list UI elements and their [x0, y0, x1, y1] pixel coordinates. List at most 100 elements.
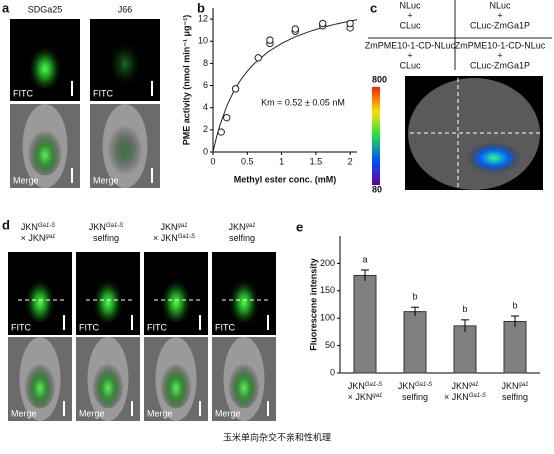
row-label: FITC [215, 322, 235, 332]
y-tick-label: 10 [198, 36, 208, 46]
x-tick-label: 0.5 [241, 156, 254, 166]
row-label: + [407, 50, 412, 60]
column-header: × JKNga1 [21, 233, 56, 243]
column-header: JKNga1 [160, 222, 187, 232]
superscript: ga1 [519, 382, 529, 388]
row-label: + [497, 50, 502, 60]
data-point [266, 36, 274, 44]
x-tick-label: 2 [348, 156, 353, 166]
label-part: JKN [348, 381, 365, 391]
x-tick-label: × JKNGa1-S [444, 392, 486, 402]
x-tick-label: JKNGa1-S [348, 381, 382, 391]
label-part: JKN [228, 222, 245, 232]
column-label: CLuc [399, 20, 421, 30]
y-axis-label: Fluorescene intensity [308, 258, 318, 351]
label-part: JKN [21, 222, 38, 232]
row-label: FITC [93, 88, 113, 98]
fluorescence [160, 358, 192, 409]
label-part: selfing [93, 233, 119, 243]
label-part: selfing [229, 233, 255, 243]
significance-label: a [362, 254, 367, 264]
label-part: JKN [89, 222, 106, 232]
column-label: SDGa25 [28, 4, 63, 14]
label-part: selfing [502, 392, 528, 402]
row-label: FITC [79, 322, 99, 332]
row-label: Merge [13, 175, 39, 185]
row-label: CLuc-ZmGa1P [470, 60, 530, 70]
row-label: FITC [11, 322, 31, 332]
panel-label: c [370, 0, 377, 15]
superscript: Ga1-S [415, 382, 432, 388]
y-tick-label: 8 [203, 58, 208, 68]
y-axis-label: PME activity (nmol min⁻¹ μg⁻¹) [181, 15, 191, 146]
significance-label: b [462, 304, 467, 314]
superscript: Ga1-S [106, 223, 123, 229]
data-point [319, 19, 327, 28]
data-point [254, 54, 262, 62]
column-label: + [497, 10, 502, 20]
column-header: selfing [229, 233, 255, 243]
panel-label: b [197, 0, 205, 15]
fluorescence [228, 358, 260, 409]
y-tick-label: 200 [320, 258, 335, 268]
label-part: JKN [501, 381, 518, 391]
superscript: ga1 [469, 382, 479, 388]
data-point [223, 113, 231, 122]
label-part: JKN [160, 222, 177, 232]
y-tick-label: 0 [330, 367, 335, 377]
column-header: JKNga1 [228, 222, 255, 232]
fluorescence [92, 358, 124, 409]
column-label: NLuc [489, 0, 511, 10]
y-tick-label: 100 [320, 313, 335, 323]
column-label: J66 [118, 4, 133, 14]
column-header: selfing [93, 233, 119, 243]
row-label: CLuc [399, 60, 421, 70]
fluorescence [24, 358, 56, 409]
x-tick-label: JKNGa1-S [398, 381, 432, 391]
data-point [291, 25, 299, 33]
colorbar-max: 800 [372, 74, 387, 84]
superscript: Ga1-S [469, 393, 486, 399]
luminescence [466, 142, 522, 174]
bar [403, 311, 427, 374]
row-label: Merge [215, 408, 241, 418]
row-label: Merge [11, 408, 37, 418]
significance-label: b [412, 292, 417, 302]
x-tick-label: JKNga1 [501, 381, 528, 391]
superscript: ga1 [178, 223, 188, 229]
row-label: ZmPME10-1-CD-NLuc [455, 40, 546, 50]
label-part: × JKN [153, 233, 178, 243]
label-part: × JKN [21, 233, 46, 243]
data-point [231, 85, 240, 93]
label-part: JKN [451, 381, 468, 391]
x-tick-label: 0 [210, 156, 215, 166]
fluorescence [160, 272, 192, 323]
column-label: + [407, 10, 412, 20]
label-part: JKN [398, 381, 415, 391]
label-part: × JKN [444, 392, 469, 402]
colorbar [372, 87, 380, 185]
y-tick-label: 50 [325, 340, 335, 350]
y-tick-label: 2 [203, 124, 208, 134]
row-label: Merge [79, 408, 105, 418]
fluorescence [27, 39, 63, 89]
superscript: Ga1-S [38, 223, 55, 229]
fluorescence [92, 272, 124, 323]
row-label: FITC [147, 322, 167, 332]
data-point [217, 128, 225, 136]
leaf [408, 78, 540, 190]
fluorescence [228, 272, 260, 323]
column-header: × JKNGa1-S [153, 233, 195, 243]
significance-label: b [512, 300, 517, 310]
column-label: NLuc [399, 0, 421, 10]
column-label: CLuc-ZmGa1P [470, 20, 530, 30]
row-label: Merge [147, 408, 173, 418]
fluorescence [24, 272, 56, 323]
superscript: Ga1-S [178, 234, 195, 240]
row-label: FITC [13, 88, 33, 98]
bar [353, 274, 377, 374]
y-tick-label: 12 [198, 13, 208, 23]
bar [453, 325, 477, 374]
superscript: Ga1-S [365, 382, 382, 388]
